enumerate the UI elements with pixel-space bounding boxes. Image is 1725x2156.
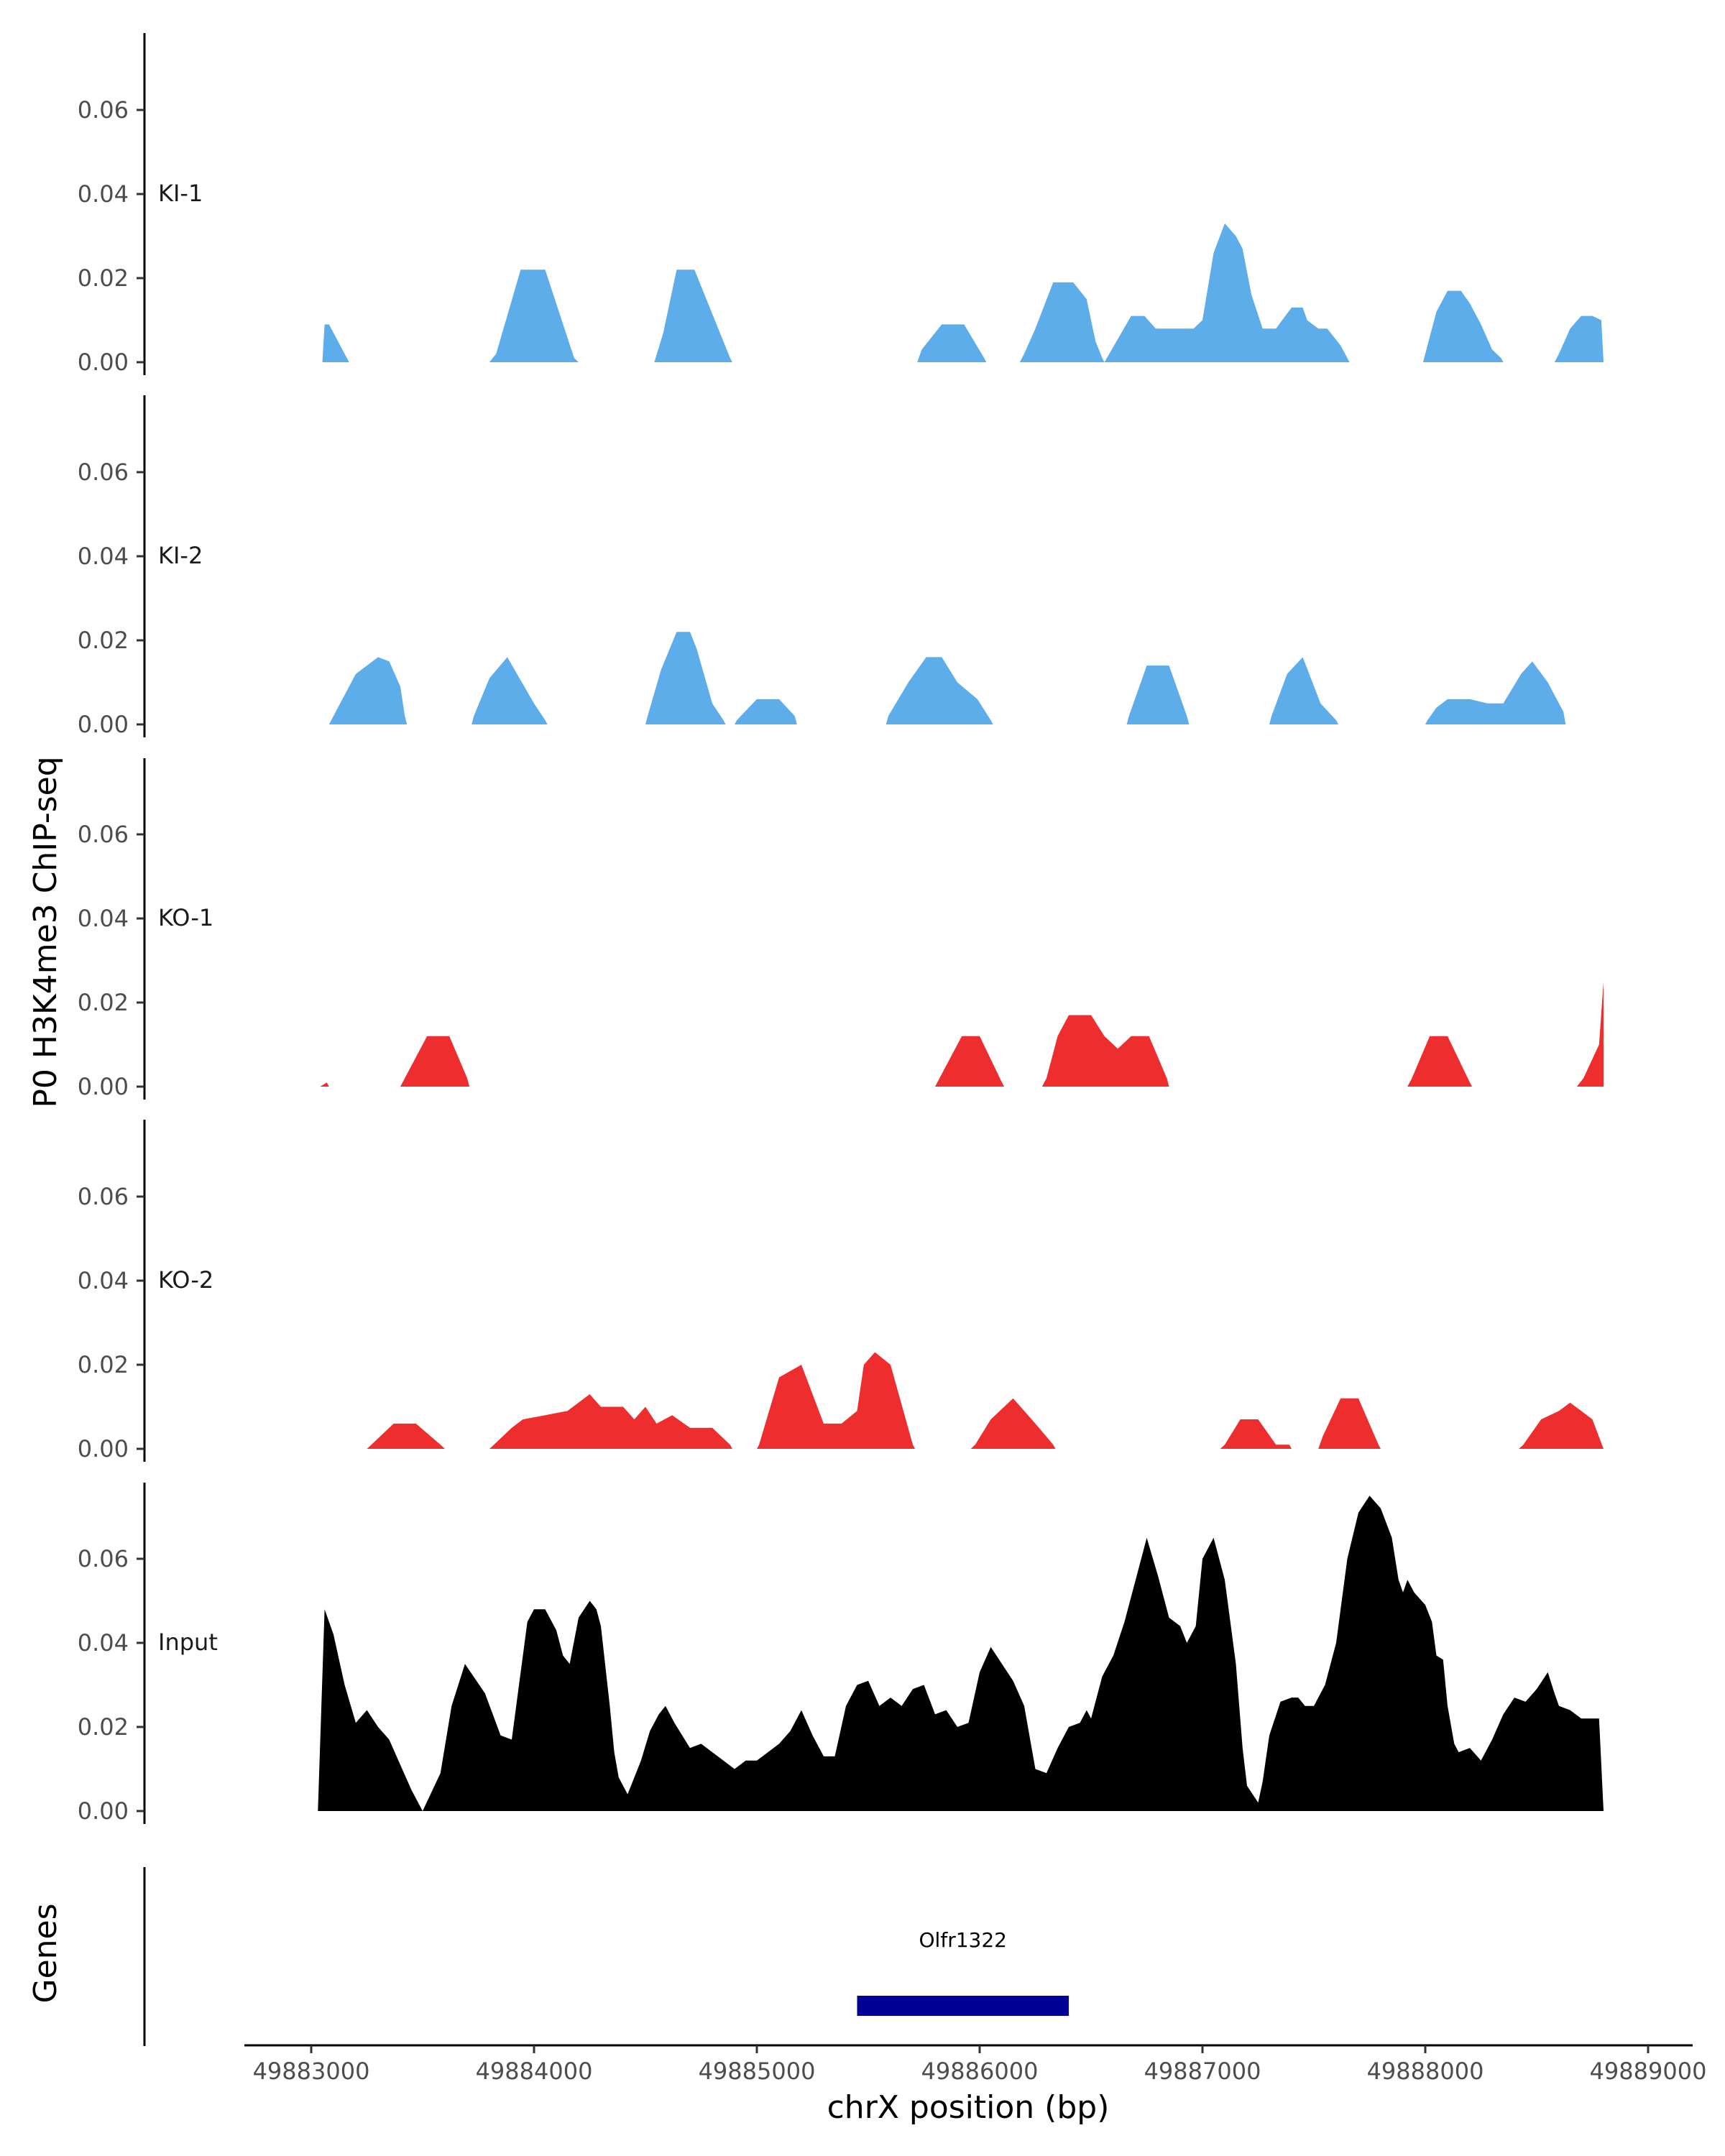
y-tick-label: 0.02 <box>78 1351 129 1378</box>
y-tick-label: 0.06 <box>78 821 129 848</box>
y-tick-label: 0.06 <box>78 1183 129 1210</box>
x-tick-label: 49883000 <box>253 2058 370 2085</box>
y-tick-label: 0.00 <box>78 349 129 376</box>
y-tick-label: 0.02 <box>78 264 129 292</box>
y-tick-label: 0.04 <box>78 1629 129 1657</box>
y-tick-label: 0.02 <box>78 627 129 654</box>
y-tick-label: 0.04 <box>78 543 129 570</box>
y-tick-label: 0.00 <box>78 1073 129 1100</box>
y-tick-label: 0.06 <box>78 96 129 124</box>
gene-body <box>857 1996 1069 2016</box>
y-axis-title: P0 H3K4me3 ChIP-seq <box>27 756 64 1107</box>
genes-panel-title: Genes <box>27 1903 64 2003</box>
signal-area <box>322 223 1604 362</box>
track-label: KO-2 <box>158 1266 213 1294</box>
signal-area <box>328 632 1566 724</box>
x-tick-label: 49885000 <box>699 2058 816 2085</box>
y-tick-label: 0.04 <box>78 905 129 932</box>
y-tick-label: 0.02 <box>78 989 129 1016</box>
genes-panel: Olfr1322 <box>143 1867 1069 2046</box>
track-label: KI-2 <box>158 542 203 569</box>
track-ko-1: 0.00 0.02 0.04 0.06 KO-1 <box>78 758 1604 1100</box>
track-label: Input <box>158 1628 218 1656</box>
signal-area <box>367 1352 1604 1449</box>
y-tick-label: 0.00 <box>78 711 129 738</box>
y-tick-label: 0.00 <box>78 1435 129 1462</box>
signal-area <box>318 1496 1604 1811</box>
tracks-group: 0.00 0.02 0.04 0.06 KI-1 0.00 0.02 0.04 0.06 KI-2… <box>78 33 1604 1825</box>
track-ki-1: 0.00 0.02 0.04 0.06 KI-1 <box>78 33 1604 376</box>
x-tick-label: 49888000 <box>1367 2058 1484 2085</box>
x-tick-label: 49884000 <box>476 2058 593 2085</box>
y-tick-label: 0.06 <box>78 1545 129 1572</box>
track-ki-2: 0.00 0.02 0.04 0.06 KI-2 <box>78 395 1566 738</box>
y-tick-label: 0.02 <box>78 1713 129 1741</box>
track-ko-2: 0.00 0.02 0.04 0.06 KO-2 <box>78 1120 1604 1462</box>
y-tick-label: 0.06 <box>78 459 129 486</box>
signal-area <box>320 981 1604 1087</box>
track-input: 0.00 0.02 0.04 0.06 Input <box>78 1483 1604 1825</box>
track-label: KO-1 <box>158 904 213 931</box>
track-label: KI-1 <box>158 180 203 207</box>
y-tick-label: 0.04 <box>78 180 129 208</box>
x-axis: 49883000 49884000 49885000 49886000 49887000… <box>244 2044 1707 2085</box>
x-tick-label: 49886000 <box>921 2058 1039 2085</box>
x-tick-label: 49889000 <box>1590 2058 1707 2085</box>
x-tick-label: 49887000 <box>1144 2058 1261 2085</box>
y-tick-label: 0.04 <box>78 1267 129 1294</box>
y-tick-label: 0.00 <box>78 1797 129 1825</box>
gene-label: Olfr1322 <box>919 1928 1007 1952</box>
x-axis-title: chrX position (bp) <box>827 2089 1110 2126</box>
